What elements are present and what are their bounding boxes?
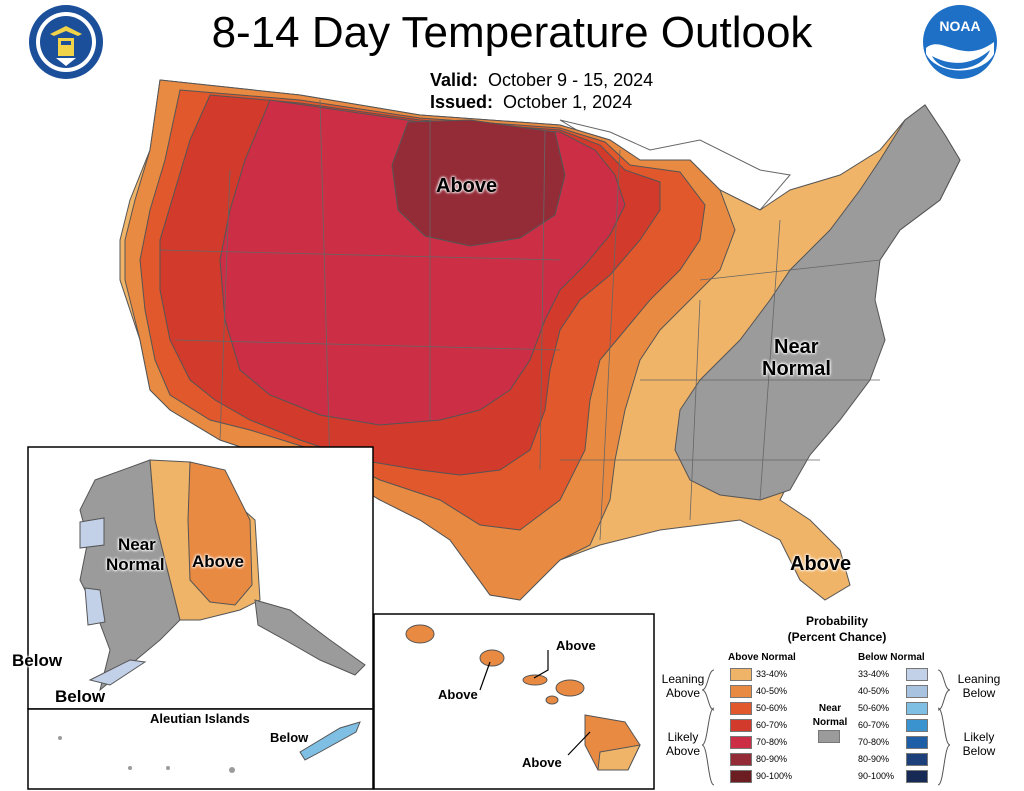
likely-above-2: Above bbox=[665, 744, 701, 758]
above-swatch bbox=[730, 685, 752, 698]
label-alaska-near-1: Near bbox=[118, 535, 156, 554]
likely-above-1: Likely bbox=[667, 730, 699, 744]
below-swatch-label: 70-80% bbox=[858, 737, 890, 747]
hawaii-leaning-above-region bbox=[597, 744, 641, 771]
above-swatch-label: 90-100% bbox=[756, 771, 793, 781]
above-swatch bbox=[730, 668, 752, 681]
label-alaska-near-2: Normal bbox=[106, 555, 165, 574]
label-hawaii-above-3: Above bbox=[522, 755, 562, 770]
aleutian-small-islands bbox=[58, 736, 235, 773]
noaa-logo-text: NOAA bbox=[939, 18, 980, 34]
label-above-florida: Above bbox=[790, 553, 852, 575]
label-alaska-below-2: Below bbox=[55, 687, 106, 706]
map-title: 8-14 Day Temperature Outlook bbox=[211, 8, 813, 57]
label-aleutian-below: Below bbox=[270, 730, 309, 745]
label-near-normal-1: Near bbox=[774, 336, 819, 358]
label-near-normal-2: Normal bbox=[762, 358, 831, 380]
alaska-below-islands bbox=[84, 587, 147, 686]
above-swatch bbox=[730, 770, 752, 783]
label-alaska-above: Above bbox=[192, 552, 244, 571]
likely-below-label: Likely Below bbox=[948, 730, 1010, 758]
legend-brackets bbox=[701, 669, 951, 786]
likely-below-2: Below bbox=[962, 744, 996, 758]
state-lines bbox=[159, 99, 881, 541]
below-swatch bbox=[906, 719, 928, 732]
aleutian-below-islands bbox=[299, 721, 361, 761]
above-swatch bbox=[730, 719, 752, 732]
issued-value: October 1, 2024 bbox=[503, 92, 633, 112]
label-alaska-below-1: Below bbox=[12, 651, 63, 670]
above-swatch-label: 80-90% bbox=[756, 754, 788, 764]
hawaii-pointers bbox=[479, 650, 591, 756]
legend-below-header: Below Normal bbox=[858, 652, 925, 663]
label-above-north: Above bbox=[436, 175, 498, 197]
below-swatch-label: 33-40% bbox=[858, 669, 890, 679]
near-header-2: Normal bbox=[812, 717, 848, 728]
leaning-below-1: Leaning bbox=[957, 672, 1001, 686]
above-swatch bbox=[730, 736, 752, 749]
below-swatch bbox=[906, 702, 928, 715]
above-swatch-label: 50-60% bbox=[756, 703, 788, 713]
above-swatch bbox=[730, 702, 752, 715]
issued-line: Issued: October 1, 2024 bbox=[430, 92, 632, 113]
near-normal-swatch bbox=[818, 730, 840, 743]
above-swatch bbox=[730, 753, 752, 766]
legend-title-2: (Percent Chance) bbox=[787, 630, 887, 644]
below-swatch bbox=[906, 685, 928, 698]
above-swatch-label: 40-50% bbox=[756, 686, 788, 696]
below-swatch bbox=[906, 736, 928, 749]
aleutian-title: Aleutian Islands bbox=[150, 711, 250, 726]
below-swatch-label: 80-90% bbox=[858, 754, 890, 764]
alaska-leaning-below-region bbox=[79, 517, 105, 549]
near-normal-header: Near Normal bbox=[802, 702, 858, 730]
near-header-1: Near bbox=[818, 703, 842, 714]
valid-value: October 9 - 15, 2024 bbox=[488, 70, 654, 90]
alaska-40-50-region bbox=[187, 461, 253, 606]
label-hawaii-above-2: Above bbox=[438, 687, 478, 702]
issued-label: Issued: bbox=[430, 92, 494, 112]
likely-below-1: Likely bbox=[963, 730, 995, 744]
label-hawaii-above-1: Above bbox=[556, 638, 596, 653]
likely-above-label: Likely Above bbox=[652, 730, 714, 758]
leaning-above-2: Above bbox=[665, 686, 701, 700]
below-swatch-label: 50-60% bbox=[858, 703, 890, 713]
leaning-above-1: Leaning bbox=[661, 672, 705, 686]
valid-label: Valid: bbox=[430, 70, 479, 90]
below-swatch-label: 40-50% bbox=[858, 686, 890, 696]
legend-title-1: Probability bbox=[805, 614, 868, 628]
leaning-below-2: Below bbox=[962, 686, 996, 700]
conus-80-90-region bbox=[391, 119, 566, 247]
legend-above-header: Above Normal bbox=[728, 652, 796, 663]
below-swatch-label: 90-100% bbox=[858, 771, 895, 781]
conus-near-normal-region bbox=[674, 104, 961, 501]
commerce-seal-icon bbox=[29, 5, 103, 79]
above-swatch-label: 33-40% bbox=[756, 669, 788, 679]
leaning-below-label: Leaning Below bbox=[948, 672, 1010, 700]
above-swatch-label: 60-70% bbox=[756, 720, 788, 730]
probability-legend: Probability (Percent Chance) Above Norma… bbox=[652, 612, 1022, 790]
alaska-panhandle bbox=[254, 599, 366, 676]
below-swatch-label: 60-70% bbox=[858, 720, 890, 730]
leaning-above-label: Leaning Above bbox=[652, 672, 714, 700]
noaa-logo-icon: NOAA bbox=[923, 5, 997, 79]
below-swatch bbox=[906, 753, 928, 766]
valid-line: Valid: October 9 - 15, 2024 bbox=[430, 70, 653, 91]
below-swatch bbox=[906, 770, 928, 783]
below-swatch bbox=[906, 668, 928, 681]
above-swatch-label: 70-80% bbox=[756, 737, 788, 747]
